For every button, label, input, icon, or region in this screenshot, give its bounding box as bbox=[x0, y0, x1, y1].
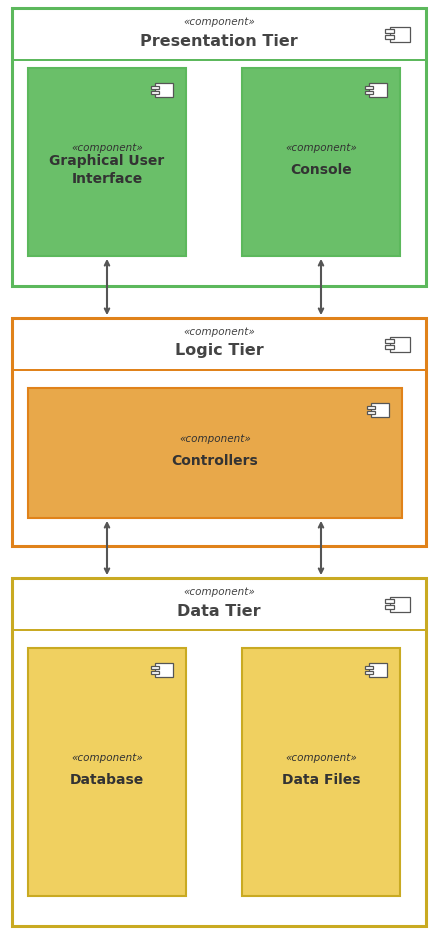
Bar bbox=[385, 29, 394, 33]
Bar bbox=[385, 604, 394, 609]
Bar bbox=[371, 403, 389, 417]
Text: «component»: «component» bbox=[183, 327, 255, 337]
Text: «component»: «component» bbox=[285, 753, 357, 763]
Bar bbox=[28, 388, 402, 518]
Bar bbox=[390, 597, 410, 611]
Bar bbox=[242, 648, 400, 896]
Text: Logic Tier: Logic Tier bbox=[175, 343, 263, 358]
Text: «component»: «component» bbox=[183, 17, 255, 27]
Text: «component»: «component» bbox=[285, 143, 357, 153]
Bar bbox=[369, 663, 387, 677]
Text: Data Files: Data Files bbox=[282, 773, 360, 787]
Bar bbox=[155, 663, 173, 677]
Bar bbox=[12, 8, 426, 286]
Bar bbox=[385, 599, 394, 604]
Bar bbox=[155, 83, 173, 97]
Bar bbox=[364, 91, 373, 94]
Bar bbox=[367, 405, 374, 409]
Text: Console: Console bbox=[290, 163, 352, 177]
Bar bbox=[12, 318, 426, 546]
Bar bbox=[390, 337, 410, 352]
Bar bbox=[151, 666, 159, 670]
Text: Graphical User
Interface: Graphical User Interface bbox=[49, 155, 165, 186]
Text: «component»: «component» bbox=[183, 587, 255, 597]
Bar bbox=[385, 35, 394, 39]
Text: «component»: «component» bbox=[179, 434, 251, 444]
Bar bbox=[364, 86, 373, 90]
Text: Database: Database bbox=[70, 773, 144, 787]
Bar bbox=[151, 91, 159, 94]
Bar bbox=[364, 666, 373, 670]
Bar bbox=[385, 344, 394, 349]
Bar bbox=[242, 68, 400, 256]
Bar bbox=[12, 578, 426, 926]
Bar bbox=[367, 410, 374, 415]
Text: Data Tier: Data Tier bbox=[177, 604, 261, 619]
Bar bbox=[385, 339, 394, 343]
Text: Presentation Tier: Presentation Tier bbox=[140, 34, 298, 48]
Bar bbox=[28, 648, 186, 896]
Bar bbox=[369, 83, 387, 97]
Bar bbox=[364, 670, 373, 674]
Text: Controllers: Controllers bbox=[172, 454, 258, 468]
Bar bbox=[151, 86, 159, 90]
Text: «component»: «component» bbox=[71, 143, 143, 153]
Text: «component»: «component» bbox=[71, 753, 143, 763]
Bar bbox=[151, 670, 159, 674]
Bar bbox=[390, 26, 410, 41]
Bar bbox=[28, 68, 186, 256]
